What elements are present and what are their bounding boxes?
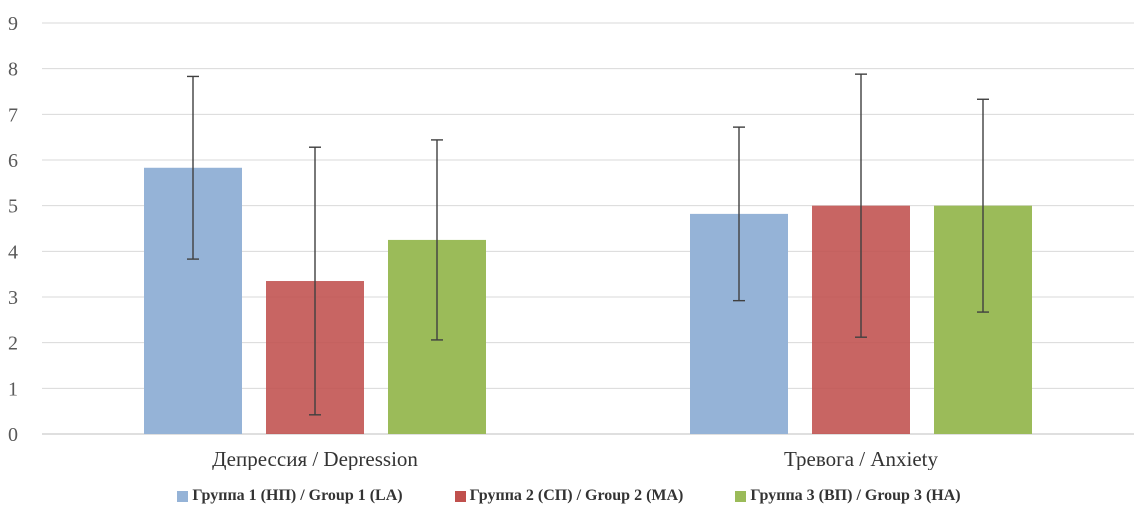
y-tick-label: 3 [8, 287, 18, 309]
x-axis-categories: Депрессия / Depression Тревога / Anxiety [212, 447, 938, 470]
bars [144, 167, 1032, 434]
bar-chart: 0 1 2 3 4 5 6 7 8 9 Депрессия / Depression Тревога… [8, 13, 1134, 470]
legend-swatch [735, 490, 747, 502]
legend-item: Группа 1 (НП) / Group 1 (LA) [177, 487, 403, 505]
y-tick-label: 1 [8, 378, 18, 400]
legend: Группа 1 (НП) / Group 1 (LA) Группа 2 (СП… [0, 481, 1138, 511]
y-tick-label: 9 [8, 13, 18, 35]
legend-swatch [454, 490, 466, 502]
y-axis-ticks: 0 1 2 3 4 5 6 7 8 9 [8, 13, 18, 446]
x-category-label: Депрессия / Depression [212, 447, 418, 470]
y-tick-label: 6 [8, 150, 18, 172]
error-bars [187, 73, 989, 416]
y-tick-label: 0 [8, 424, 18, 446]
legend-swatch [177, 490, 189, 502]
legend-item: Группа 3 (ВП) / Group 3 (HA) [735, 487, 961, 505]
y-tick-label: 5 [8, 196, 18, 218]
legend-label: Группа 1 (НП) / Group 1 (LA) [192, 487, 403, 504]
legend-label: Группа 2 (СП) / Group 2 (MA) [469, 487, 684, 504]
legend-item: Группа 2 (СП) / Group 2 (MA) [454, 487, 684, 505]
y-tick-label: 8 [8, 59, 18, 81]
y-tick-label: 4 [8, 241, 18, 263]
legend-label: Группа 3 (ВП) / Group 3 (HA) [750, 487, 961, 504]
y-tick-label: 7 [8, 104, 18, 126]
y-tick-label: 2 [8, 333, 18, 355]
x-category-label: Тревога / Anxiety [784, 447, 939, 470]
